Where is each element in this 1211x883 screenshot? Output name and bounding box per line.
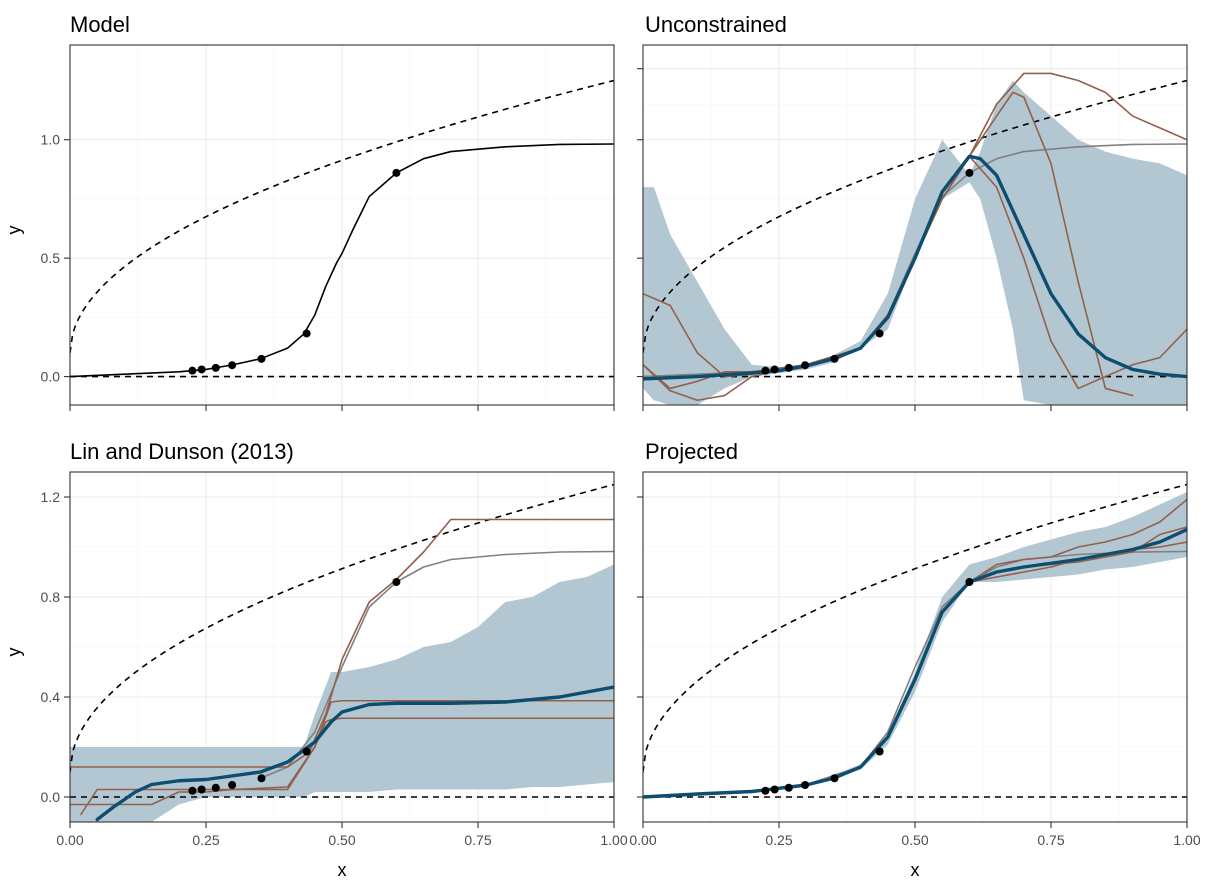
observation-point bbox=[392, 168, 401, 177]
x-axis-title: x bbox=[911, 860, 920, 880]
observation-point bbox=[228, 781, 237, 789]
observation-point bbox=[965, 578, 974, 586]
posterior-draw-line bbox=[968, 498, 1187, 583]
x-tick-label: 0.75 bbox=[464, 832, 491, 848]
panel-title: Unconstrained bbox=[645, 12, 787, 37]
observation-point bbox=[392, 578, 401, 586]
observation-point bbox=[801, 781, 810, 789]
observation-point bbox=[302, 747, 311, 756]
x-tick-labels: 0.00 0.25 0.50 0.75 1.00 bbox=[56, 832, 627, 848]
observation-point bbox=[770, 365, 779, 374]
observation-point bbox=[801, 361, 810, 370]
credible-band bbox=[70, 564, 614, 822]
posterior-draw-line bbox=[80, 699, 614, 816]
true-function-line bbox=[70, 143, 614, 378]
x-tick-label: 0.00 bbox=[56, 832, 83, 848]
x-tick-label: 0.25 bbox=[765, 832, 792, 848]
x-tick-label: 0.25 bbox=[192, 832, 219, 848]
observation-point bbox=[761, 366, 770, 375]
observation-point bbox=[188, 366, 197, 375]
panel-unconstrained: Unconstrained bbox=[637, 12, 1188, 411]
y-axis-title: y bbox=[4, 648, 24, 657]
observation-point bbox=[784, 783, 793, 792]
observation-point bbox=[830, 354, 839, 363]
observation-point bbox=[761, 786, 770, 795]
posterior-mean-line bbox=[95, 685, 614, 822]
observation-point bbox=[197, 785, 206, 794]
y-tick-label: 0.8 bbox=[41, 589, 61, 605]
observation-point bbox=[965, 168, 974, 177]
observation-point bbox=[257, 354, 266, 363]
observation-point bbox=[211, 783, 220, 792]
credible-band bbox=[643, 492, 1187, 797]
upper-bound-line bbox=[643, 483, 1187, 773]
observation-point bbox=[830, 774, 839, 783]
observation-point bbox=[302, 329, 311, 338]
posterior-draw-line bbox=[70, 518, 614, 768]
y-tick-label: 1.0 bbox=[41, 132, 61, 148]
posterior-mean-line bbox=[643, 154, 1187, 381]
plot-area bbox=[64, 471, 615, 828]
x-tick-label: 1.00 bbox=[600, 832, 627, 848]
panel-lin-dunson: Lin and Dunson (2013) 0.0 0.4 0.8 1.2 0.… bbox=[4, 439, 628, 880]
observation-point bbox=[228, 361, 237, 370]
panel-title: Lin and Dunson (2013) bbox=[70, 439, 294, 464]
x-tick-label: 0.50 bbox=[328, 832, 355, 848]
panel-title: Projected bbox=[645, 439, 738, 464]
observation-point bbox=[770, 785, 779, 794]
observation-point bbox=[188, 786, 197, 795]
y-tick-label: 0.0 bbox=[41, 369, 61, 385]
y-tick-labels: 0.0 0.5 1.0 bbox=[41, 132, 61, 385]
y-tick-label: 0.5 bbox=[41, 250, 61, 266]
posterior-mean-line bbox=[643, 527, 1187, 799]
plot-area bbox=[637, 44, 1188, 411]
plot-inner bbox=[643, 45, 1187, 405]
observation-point bbox=[875, 747, 884, 756]
y-tick-labels: 0.0 0.4 0.8 1.2 bbox=[41, 489, 61, 805]
observation-point bbox=[784, 363, 793, 372]
panel-title: Model bbox=[70, 12, 130, 37]
x-tick-label: 0.00 bbox=[629, 832, 656, 848]
plot-area bbox=[637, 471, 1188, 828]
x-axis-title: x bbox=[338, 860, 347, 880]
x-tick-label: 0.50 bbox=[901, 832, 928, 848]
plot-area bbox=[64, 44, 615, 411]
observation-point bbox=[875, 329, 884, 338]
y-tick-label: 0.4 bbox=[41, 689, 61, 705]
y-axis-title: y bbox=[4, 226, 24, 235]
posterior-draw-line bbox=[643, 155, 1187, 402]
y-tick-label: 1.2 bbox=[41, 489, 61, 505]
plot-inner bbox=[70, 45, 614, 405]
plot-inner bbox=[643, 472, 1187, 822]
x-tick-labels: 0.00 0.25 0.50 0.75 1.00 bbox=[629, 832, 1200, 848]
observation-point bbox=[211, 363, 220, 372]
y-tick-label: 0.0 bbox=[41, 789, 61, 805]
observation-point bbox=[197, 365, 206, 374]
observation-point bbox=[257, 774, 266, 783]
x-tick-label: 1.00 bbox=[1173, 832, 1200, 848]
upper-bound-line bbox=[70, 483, 614, 773]
panel-model: Model 0.0 0.5 1.0 y bbox=[4, 12, 615, 411]
plot-inner bbox=[70, 472, 614, 822]
panel-projected: Projected 0.00 0.25 0.50 0.75 1.00 x bbox=[629, 439, 1200, 880]
x-tick-label: 0.75 bbox=[1037, 832, 1064, 848]
